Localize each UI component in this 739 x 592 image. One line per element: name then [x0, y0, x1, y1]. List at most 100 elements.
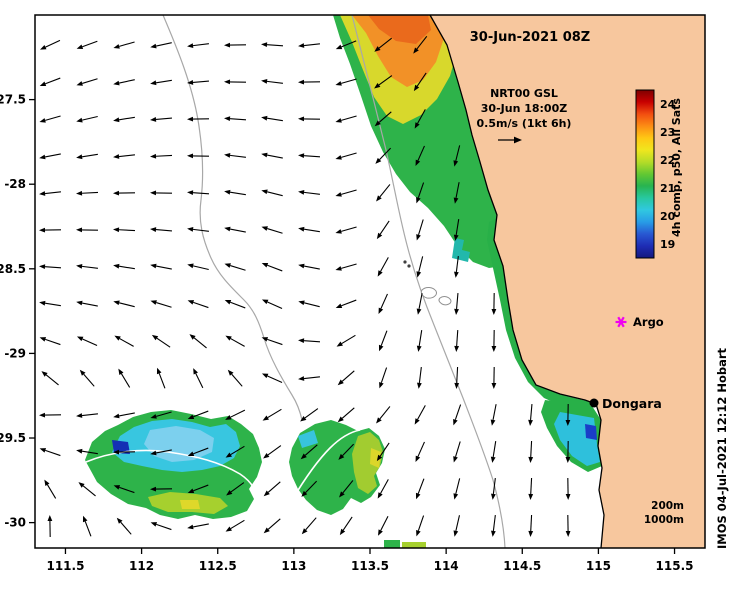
current-vector: [565, 477, 571, 500]
current-vector: [414, 405, 426, 425]
current-vector: [224, 263, 246, 271]
current-vector: [300, 408, 319, 422]
current-vector: [298, 79, 321, 85]
imos-watermark: IMOS 04-Jul-2021 12:12 Hobart: [715, 347, 729, 549]
y-tick-label: -29: [4, 346, 26, 360]
current-vector: [376, 184, 391, 202]
current-vector: [335, 40, 357, 50]
plot-border: [34, 14, 706, 549]
x-tick-label: 115: [586, 559, 611, 573]
current-vector: [263, 445, 282, 459]
current-vector: [454, 329, 460, 352]
current-vector: [339, 516, 353, 536]
x-tick-label: 115.5: [656, 559, 694, 573]
current-vector: [150, 227, 173, 232]
sst-sw-blob1-navy: [112, 440, 130, 454]
current-vector: [528, 403, 533, 426]
isobath-label-1000m: 1000m: [644, 514, 684, 526]
current-vector: [114, 335, 134, 347]
current-vector: [76, 153, 98, 160]
colorbar-layer: 24 23 22 21 20 19: [635, 89, 676, 259]
current-vector: [416, 515, 425, 537]
sst-coastal-specks: [452, 238, 470, 262]
current-vector: [150, 300, 172, 308]
y-tick-label: -29.5: [0, 431, 26, 445]
current-vector: [491, 515, 496, 537]
current-vector: [187, 523, 209, 530]
current-vector: [375, 147, 392, 164]
current-vector: [415, 441, 425, 463]
sst-sw-blob1-yellow: [180, 500, 200, 509]
current-vector: [301, 517, 317, 535]
current-vector: [189, 334, 207, 349]
current-vector: [76, 40, 98, 49]
current-vector: [377, 479, 389, 499]
current-vector: [453, 441, 461, 463]
island-outline-0: [420, 287, 437, 299]
island-outline-1: [438, 296, 452, 306]
current-vector: [39, 77, 61, 87]
current-vector: [150, 522, 172, 531]
current-vector: [39, 337, 61, 346]
current-vector: [261, 262, 283, 272]
colorbar-tick-label: 23: [660, 126, 675, 139]
current-vector: [225, 519, 245, 532]
current-vector: [415, 145, 425, 167]
y-tick-label: -30: [4, 516, 26, 530]
current-vector: [379, 367, 388, 389]
sst-bottom-edge2: [402, 542, 426, 548]
current-vector: [187, 263, 209, 271]
current-vector: [261, 152, 283, 159]
current-vector: [224, 226, 246, 233]
current-vector: [39, 153, 61, 160]
current-vector: [453, 478, 461, 500]
current-vector: [338, 443, 355, 460]
current-vector: [300, 444, 318, 460]
current-vector: [453, 404, 462, 426]
current-vector: [415, 478, 425, 500]
current-vector: [187, 447, 209, 457]
current-vector: [261, 42, 284, 48]
current-vector: [376, 406, 391, 424]
current-vector: [454, 256, 459, 278]
current-vector: [378, 330, 388, 352]
current-vector: [374, 75, 393, 89]
current-vector: [263, 481, 281, 497]
current-vector: [76, 190, 99, 196]
coastline: [429, 14, 605, 549]
markers-layer: [589, 316, 627, 408]
current-vector: [335, 152, 357, 160]
map-title: 30-Jun-2021 08Z: [470, 30, 590, 45]
current-vector: [150, 190, 173, 196]
current-vector: [454, 366, 460, 389]
isobath-contour-1: [351, 14, 506, 549]
y-tick-label: -28: [4, 177, 26, 191]
current-vector: [187, 190, 210, 196]
current-vector: [156, 367, 166, 389]
current-vector: [150, 486, 173, 492]
current-vector: [298, 263, 320, 270]
current-vector: [298, 43, 320, 48]
current-vector: [113, 79, 135, 86]
sst-dongara-patch-blue: [585, 424, 597, 440]
current-vector: [44, 479, 57, 499]
current-vector: [113, 227, 136, 233]
current-vector: [224, 79, 247, 85]
axes-layer: 111.5 112 112.5 113 113.5 114 114.5 115 115.5 -27…: [0, 93, 694, 573]
current-vector: [453, 219, 460, 241]
sst-patches-layer: [85, 15, 602, 548]
current-vector: [113, 449, 136, 455]
x-tick-label: 112.5: [199, 559, 237, 573]
current-vector: [113, 412, 135, 419]
current-vector: [150, 411, 172, 419]
current-vector: [377, 257, 389, 277]
current-vector: [150, 449, 172, 456]
current-vector: [113, 190, 136, 196]
current-vector: [113, 300, 135, 308]
current-vector: [76, 300, 98, 307]
current-vector: [261, 115, 283, 122]
sst-bottom-edge1: [384, 540, 400, 548]
current-vector: [187, 300, 209, 309]
current-vector: [337, 407, 355, 423]
